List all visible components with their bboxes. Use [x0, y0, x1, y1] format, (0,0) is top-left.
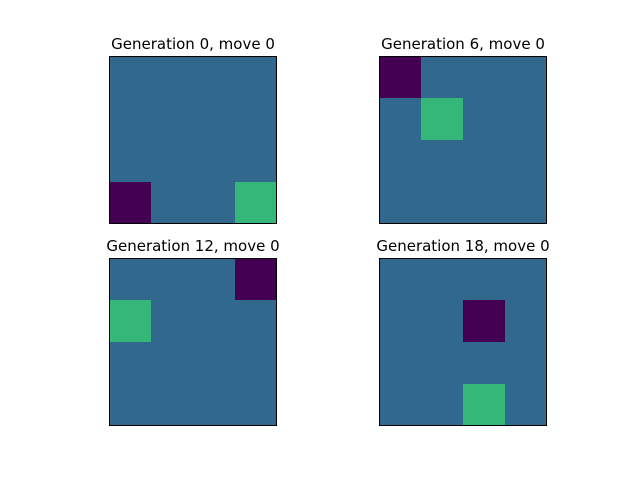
- heatmap-cell-r1-c2: [193, 98, 236, 141]
- heatmap-cell-r1-c3: [505, 98, 547, 141]
- heatmap-cell-r0-c3: [505, 258, 547, 301]
- heatmap-cell-r3-c2: [463, 384, 506, 426]
- heatmap-cell-r1-c1: [421, 98, 464, 141]
- heatmap-cell-r2-c0: [109, 140, 152, 183]
- heatmap-cell-r3-c0: [379, 384, 422, 426]
- heatmap-cell-r2-c1: [151, 342, 194, 385]
- heatmap-cell-r3-c1: [421, 182, 464, 224]
- heatmap-cell-r1-c0: [109, 300, 152, 343]
- heatmap-cell-r2-c0: [379, 342, 422, 385]
- heatmap-cell-r0-c1: [421, 56, 464, 99]
- subplot-title: Generation 6, move 0: [381, 35, 545, 53]
- heatmap-cell-r0-c0: [109, 56, 152, 99]
- heatmap-cell-r1-c1: [151, 98, 194, 141]
- heatmap-cell-r2-c3: [235, 140, 277, 183]
- heatmap-cell-r0-c3: [505, 56, 547, 99]
- subplot-title: Generation 18, move 0: [376, 237, 550, 255]
- heatmap-cell-r1-c3: [235, 98, 277, 141]
- axes-frame: [379, 258, 547, 426]
- heatmap-cell-r1-c2: [463, 98, 506, 141]
- heatmap-cell-r3-c0: [379, 182, 422, 224]
- heatmap-grid: [379, 258, 547, 426]
- heatmap-cell-r3-c1: [151, 384, 194, 426]
- heatmap-cell-r3-c1: [151, 182, 194, 224]
- heatmap-grid: [379, 56, 547, 224]
- heatmap-cell-r3-c3: [505, 384, 547, 426]
- heatmap-cell-r1-c1: [421, 300, 464, 343]
- heatmap-cell-r0-c2: [463, 258, 506, 301]
- heatmap-cell-r0-c2: [463, 56, 506, 99]
- heatmap-grid: [109, 56, 277, 224]
- heatmap-cell-r1-c1: [151, 300, 194, 343]
- subplot-title: Generation 12, move 0: [106, 237, 280, 255]
- heatmap-cell-r2-c2: [463, 140, 506, 183]
- heatmap-cell-r3-c1: [421, 384, 464, 426]
- heatmap-cell-r1-c0: [109, 98, 152, 141]
- axes-frame: [109, 56, 277, 224]
- heatmap-cell-r2-c1: [421, 342, 464, 385]
- heatmap-cell-r3-c3: [235, 384, 277, 426]
- heatmap-cell-r1-c0: [379, 300, 422, 343]
- heatmap-cell-r0-c2: [193, 258, 236, 301]
- heatmap-cell-r2-c3: [505, 342, 547, 385]
- heatmap-cell-r1-c3: [505, 300, 547, 343]
- heatmap-cell-r2-c2: [193, 140, 236, 183]
- heatmap-cell-r2-c2: [463, 342, 506, 385]
- axes-frame: [379, 56, 547, 224]
- heatmap-cell-r2-c1: [151, 140, 194, 183]
- heatmap-cell-r0-c0: [379, 258, 422, 301]
- axes-frame: [109, 258, 277, 426]
- heatmap-cell-r3-c2: [193, 182, 236, 224]
- subplot-title: Generation 0, move 0: [111, 35, 275, 53]
- heatmap-cell-r0-c0: [109, 258, 152, 301]
- heatmap-grid: [109, 258, 277, 426]
- heatmap-cell-r0-c2: [193, 56, 236, 99]
- heatmap-cell-r1-c3: [235, 300, 277, 343]
- heatmap-cell-r3-c0: [109, 182, 152, 224]
- heatmap-cell-r2-c3: [505, 140, 547, 183]
- heatmap-cell-r1-c0: [379, 98, 422, 141]
- heatmap-cell-r0-c3: [235, 56, 277, 99]
- heatmap-cell-r3-c3: [235, 182, 277, 224]
- heatmap-cell-r0-c3: [235, 258, 277, 301]
- heatmap-cell-r1-c2: [193, 300, 236, 343]
- heatmap-cell-r0-c1: [151, 258, 194, 301]
- heatmap-cell-r0-c1: [421, 258, 464, 301]
- heatmap-cell-r3-c2: [463, 182, 506, 224]
- heatmap-cell-r2-c1: [421, 140, 464, 183]
- heatmap-cell-r1-c2: [463, 300, 506, 343]
- heatmap-cell-r3-c2: [193, 384, 236, 426]
- heatmap-cell-r2-c0: [379, 140, 422, 183]
- heatmap-cell-r2-c0: [109, 342, 152, 385]
- heatmap-cell-r3-c0: [109, 384, 152, 426]
- heatmap-cell-r2-c3: [235, 342, 277, 385]
- heatmap-cell-r3-c3: [505, 182, 547, 224]
- heatmap-cell-r2-c2: [193, 342, 236, 385]
- heatmap-cell-r0-c0: [379, 56, 422, 99]
- heatmap-cell-r0-c1: [151, 56, 194, 99]
